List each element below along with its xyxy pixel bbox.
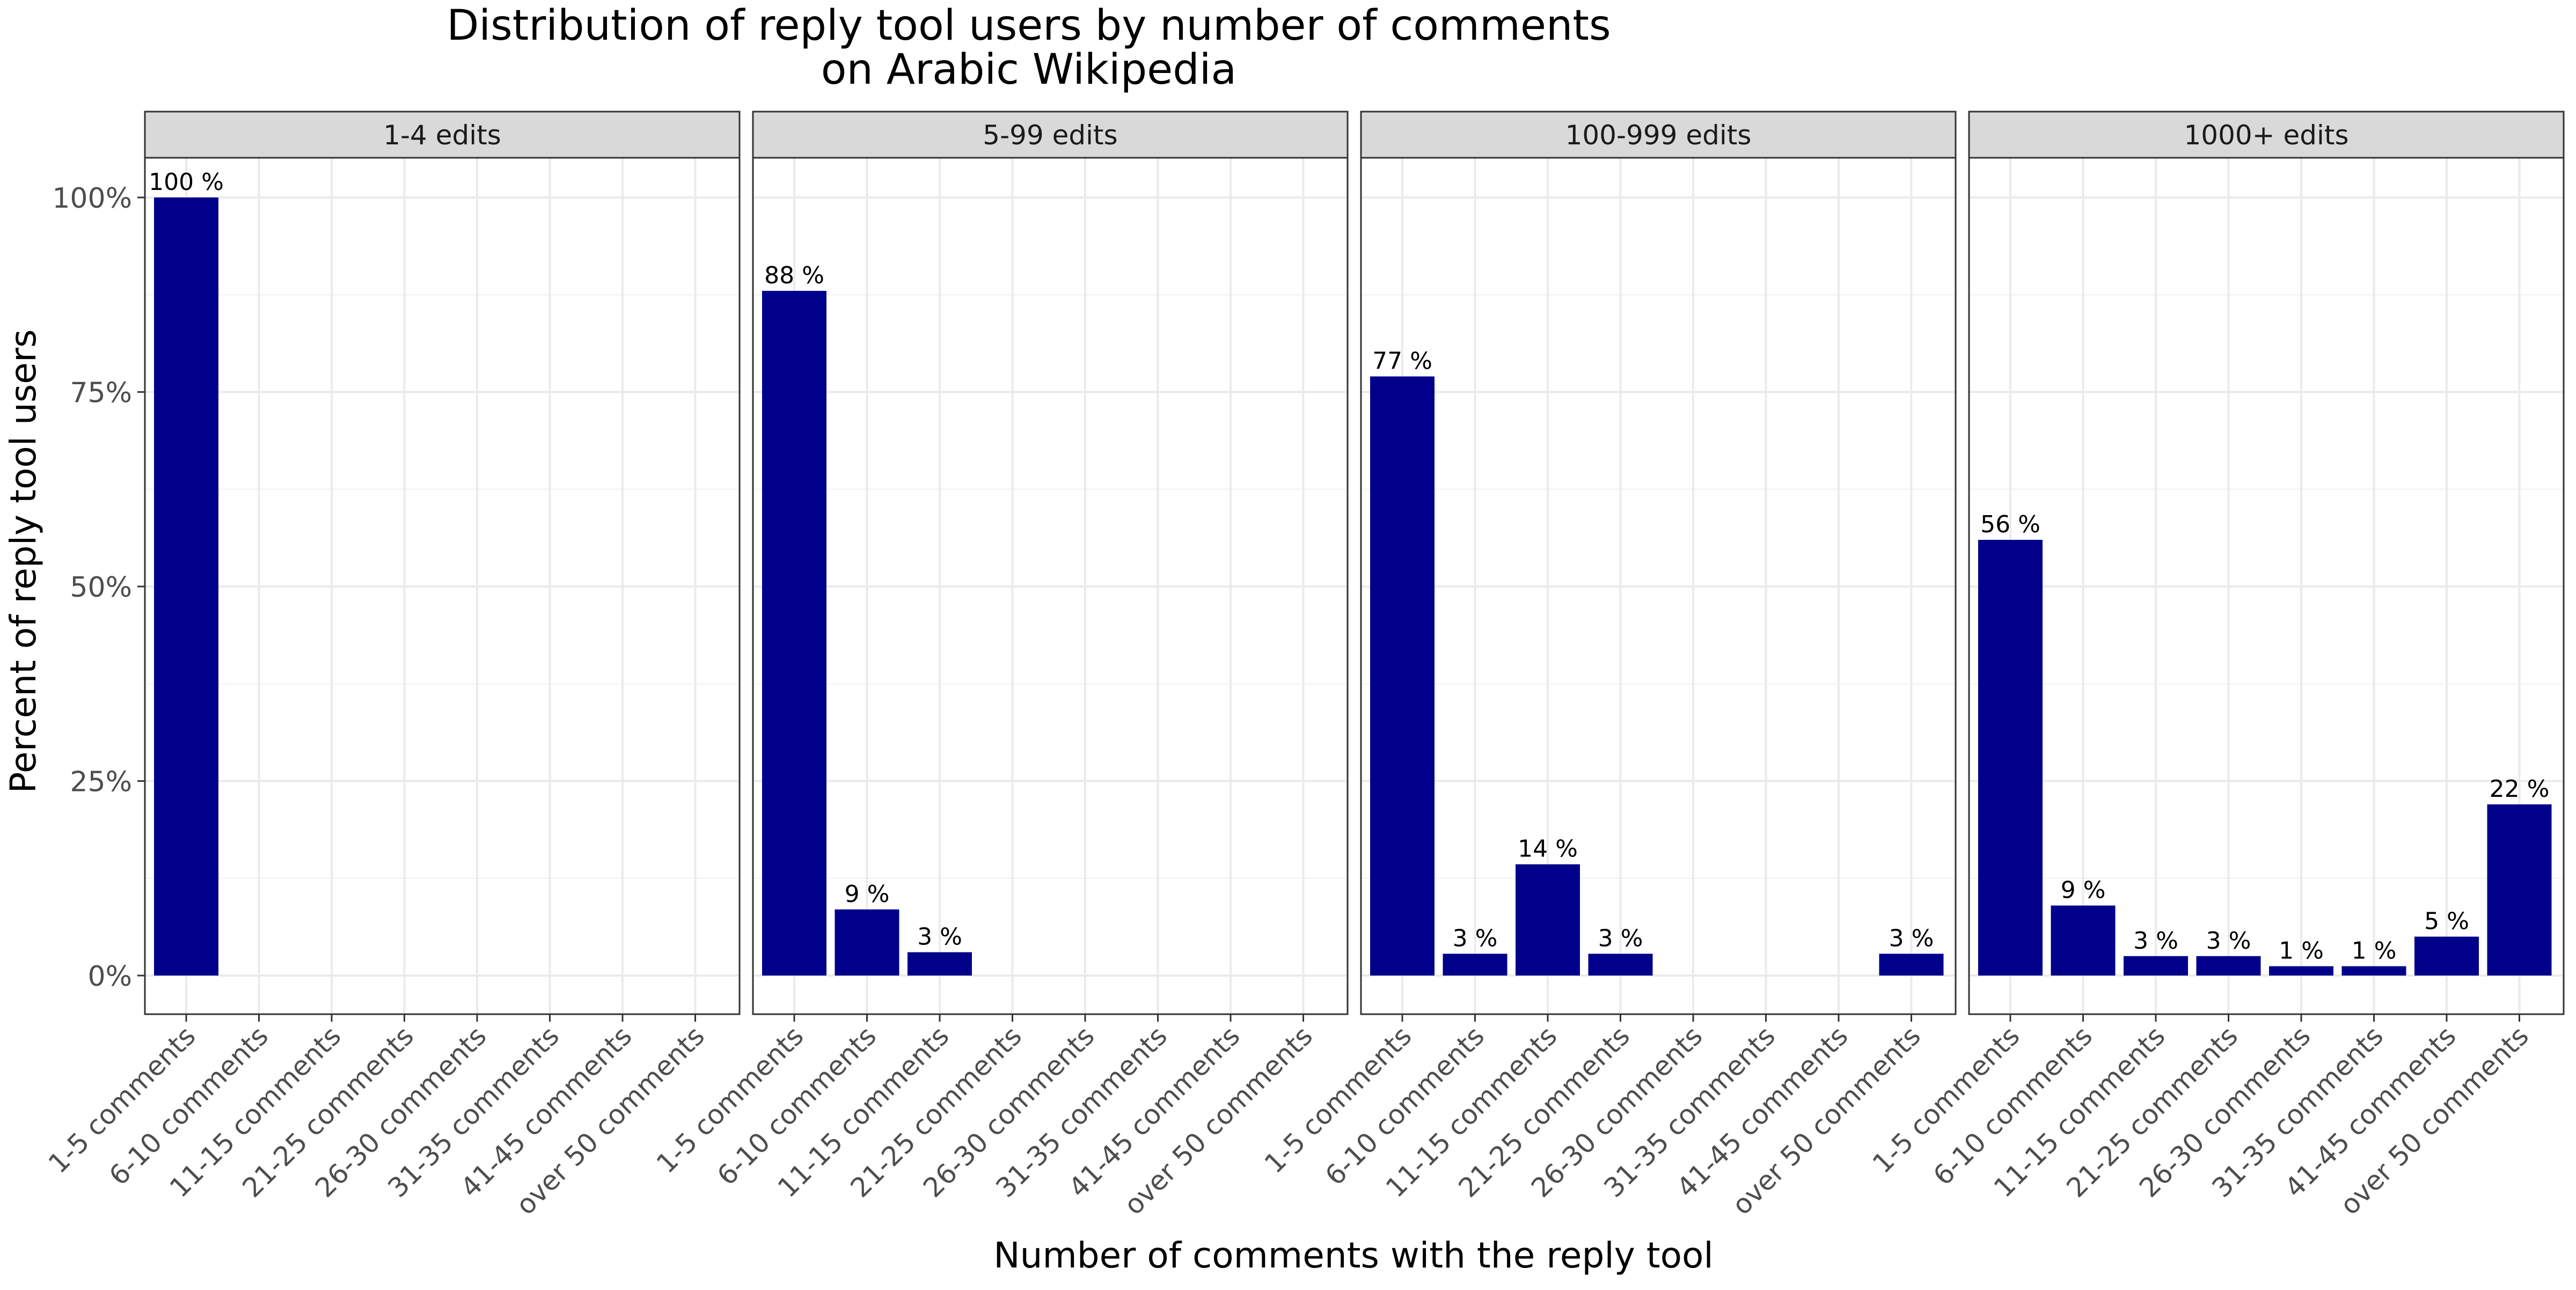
bar-value-label: 9 %	[2061, 877, 2106, 904]
bar	[762, 291, 826, 976]
facet-strip-label: 1000+ edits	[2184, 120, 2348, 151]
facet-strip	[144, 111, 741, 159]
bar-value-label: 3 %	[1598, 925, 1643, 952]
y-tick-label: 0%	[88, 961, 133, 993]
bar-value-label: 88 %	[764, 262, 824, 289]
facet-strip	[1968, 111, 2565, 159]
y-tick-label: 100%	[52, 182, 132, 215]
y-tick-label: 75%	[70, 377, 132, 409]
bar-value-label: 9 %	[845, 881, 890, 908]
bar	[2051, 905, 2116, 976]
facet-strip	[1360, 111, 1957, 159]
y-tick-label: 25%	[70, 766, 132, 798]
bar	[2487, 804, 2552, 976]
bar	[1978, 540, 2043, 976]
bar	[154, 197, 218, 976]
bar	[2414, 936, 2479, 976]
facet-strip-label: 100-999 edits	[1565, 120, 1752, 151]
bar-value-label: 3 %	[2206, 927, 2251, 955]
bar-value-label: 5 %	[2424, 908, 2469, 935]
facet-strip-label: 5-99 edits	[983, 120, 1117, 151]
bar	[1588, 954, 1653, 976]
facet-panel: 56 %9 %3 % 3 % 1 % 1 %5 %22 %1000+ edits1-5…	[1867, 111, 2565, 1221]
bar-value-label: 14 %	[1518, 835, 1578, 863]
x-axis-title: Number of comments with the reply tool	[993, 1235, 1713, 1276]
bar-value-label: 3 %	[1889, 925, 1934, 952]
facet-strip-label: 1-4 edits	[383, 120, 501, 151]
bar	[1879, 954, 1944, 976]
y-tick-label: 50%	[70, 571, 132, 604]
y-axis-title: Percent of reply tool users	[3, 329, 44, 794]
facet-strip	[752, 111, 1349, 159]
bar-value-label: 56 %	[1980, 511, 2040, 538]
bar-value-label: 1 %	[2279, 937, 2324, 965]
bar	[908, 952, 972, 976]
bar	[2124, 956, 2188, 976]
bar-value-label: 3 %	[2133, 927, 2178, 955]
bar-value-label: 100 %	[149, 168, 224, 196]
bar-value-label: 3 %	[1453, 925, 1498, 952]
bar-value-label: 3 %	[917, 923, 962, 951]
chart-title-line2: on Arabic Wikipedia	[821, 46, 1236, 94]
bar	[2196, 956, 2261, 976]
bar-value-label: 22 %	[2490, 775, 2550, 803]
bar	[2269, 966, 2333, 976]
bar	[1370, 376, 1435, 976]
chart-title-line1: Distribution of reply tool users by numb…	[447, 2, 1611, 50]
bar	[1443, 954, 1507, 976]
bar	[835, 909, 899, 976]
bar-value-label: 77 %	[1372, 348, 1432, 375]
bar-value-label: 1 %	[2352, 937, 2397, 965]
bar	[2341, 966, 2406, 976]
bar	[1516, 864, 1580, 976]
